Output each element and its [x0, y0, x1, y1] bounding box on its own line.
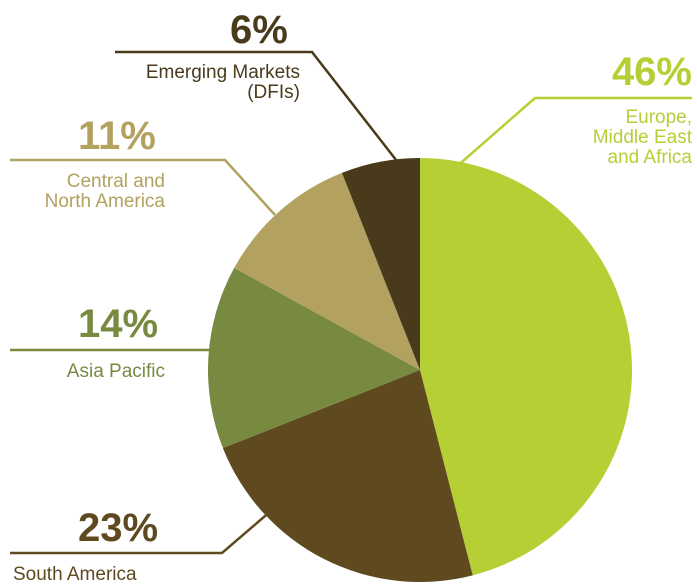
leader-line	[10, 509, 273, 555]
pie-slice	[208, 267, 420, 449]
value-label: 11%	[78, 114, 156, 158]
pie-slice	[341, 158, 420, 370]
pie-slice	[234, 172, 420, 370]
category-label: Europe, Middle East and Africa	[592, 107, 692, 168]
value-label: 6%	[230, 8, 288, 52]
pie-slice	[420, 158, 633, 576]
category-label: Central and North America	[44, 171, 165, 212]
category-label: Emerging Markets (DFIs)	[145, 62, 300, 103]
value-label: 23%	[78, 506, 159, 550]
leader-line	[10, 158, 276, 216]
category-label: Asia Pacific	[66, 361, 165, 382]
pie-slice	[222, 370, 473, 583]
category-label: South America	[13, 564, 137, 585]
leader-line	[115, 50, 401, 166]
value-label: 14%	[78, 302, 159, 346]
leader-line	[454, 96, 692, 169]
value-label: 46%	[611, 50, 692, 94]
